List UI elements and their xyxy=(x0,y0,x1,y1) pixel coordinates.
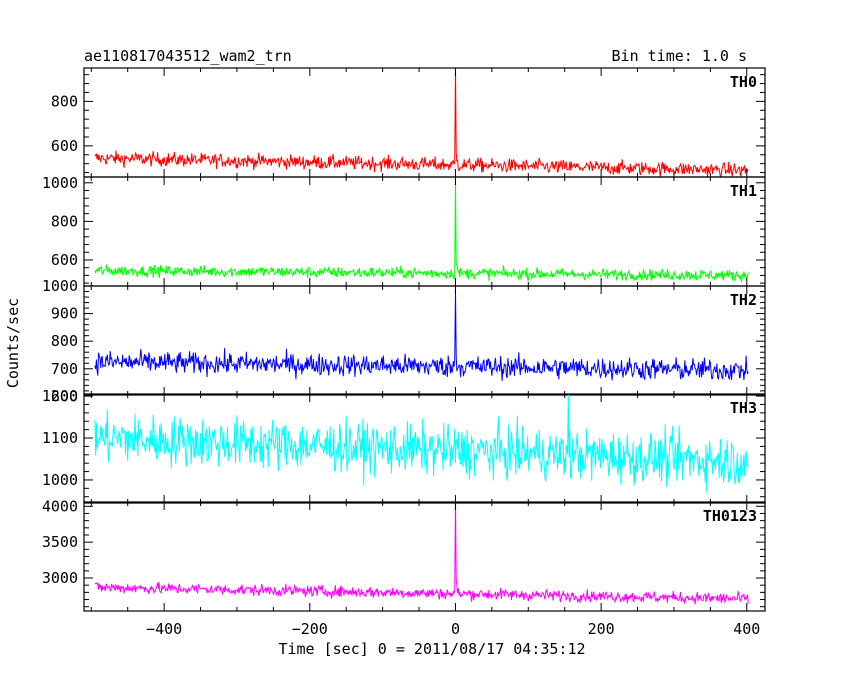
panel-frame xyxy=(83,285,766,396)
series-th3-line xyxy=(94,394,749,493)
panel-frame xyxy=(83,393,766,504)
y-tick-label: 800 xyxy=(51,332,78,350)
panel-th2: 600 700 800 900 1000 TH2 xyxy=(42,277,766,405)
y-tick-label: 3500 xyxy=(42,533,78,551)
series-th1-line xyxy=(94,177,749,283)
panel-th0123: 3000 3500 4000 TH0123 xyxy=(42,497,766,612)
series-th2-line xyxy=(94,290,749,381)
panel-th0: 600 800 TH0 xyxy=(51,67,766,178)
y-tick-label: 600 xyxy=(51,387,78,405)
x-tick-label: −400 xyxy=(146,620,182,638)
bin-time-label: Bin time: 1.0 s xyxy=(612,47,747,65)
panel-name-label: TH3 xyxy=(730,399,757,417)
y-tick-label: 1000 xyxy=(42,471,78,489)
x-tick-label: 0 xyxy=(451,620,460,638)
x-axis: −400 −200 0 200 400 xyxy=(146,620,760,638)
panel-name-label: TH2 xyxy=(730,291,757,309)
panel-name-label: TH0123 xyxy=(703,507,757,525)
y-tick-label: 600 xyxy=(51,251,78,269)
y-tick-label: 3000 xyxy=(42,569,78,587)
y-tick-label: 1200 xyxy=(42,387,78,405)
x-tick-label: −200 xyxy=(292,620,328,638)
chart-title: ae110817043512_wam2_trn xyxy=(84,47,292,65)
y-tick-label: 4000 xyxy=(42,497,78,515)
y-tick-label: 600 xyxy=(51,137,78,155)
y-tick-label: 1000 xyxy=(42,277,78,295)
y-tick-label: 800 xyxy=(51,92,78,110)
y-tick-label: 800 xyxy=(51,212,78,230)
x-axis-label: Time [sec] 0 = 2011/08/17 04:35:12 xyxy=(278,640,585,658)
y-tick-label: 900 xyxy=(51,305,78,323)
series-th0123-line xyxy=(94,502,749,605)
panel-name-label: TH1 xyxy=(730,182,757,200)
y-axis-label: Counts/sec xyxy=(4,298,22,388)
y-tick-label: 1000 xyxy=(42,174,78,192)
series-th0-line xyxy=(94,68,749,177)
panel-name-label: TH0 xyxy=(730,73,757,91)
y-tick-label: 700 xyxy=(51,360,78,378)
x-tick-label: 200 xyxy=(588,620,615,638)
x-tick-label: 400 xyxy=(733,620,760,638)
panels-group: 600 800 TH0 600 800 1000 TH1 600 700 800 900 1000 TH… xyxy=(42,67,766,612)
panel-th3: 1000 1100 1200 TH3 xyxy=(42,387,766,504)
y-tick-label: 1100 xyxy=(42,429,78,447)
panel-th1: 600 800 1000 TH1 xyxy=(42,174,766,287)
